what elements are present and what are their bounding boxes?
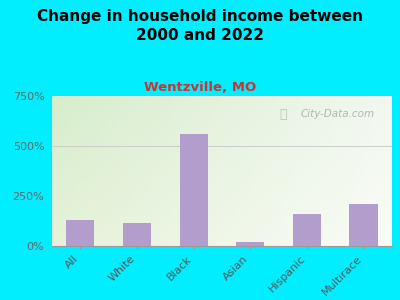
- Text: Change in household income between
2000 and 2022: Change in household income between 2000 …: [37, 9, 363, 43]
- Text: ⓘ: ⓘ: [280, 107, 287, 121]
- Text: Wentzville, MO: Wentzville, MO: [144, 81, 256, 94]
- Bar: [66, 220, 94, 246]
- Bar: [180, 134, 208, 246]
- Text: City-Data.com: City-Data.com: [300, 109, 374, 119]
- Bar: [350, 204, 378, 246]
- Bar: [293, 214, 321, 246]
- Bar: [236, 242, 264, 246]
- Bar: [123, 223, 151, 246]
